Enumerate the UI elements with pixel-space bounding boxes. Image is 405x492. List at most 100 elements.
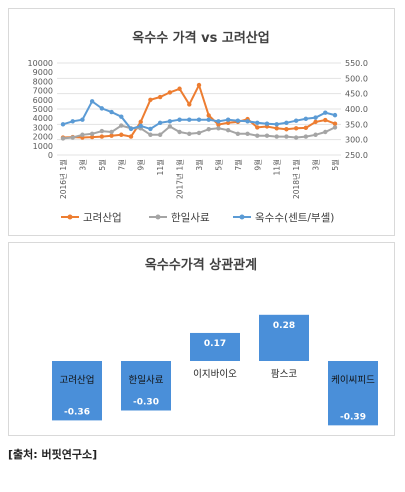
data-point	[89, 134, 95, 140]
data-point	[225, 127, 231, 133]
y-left-tick-label: 3000	[33, 123, 53, 132]
data-point	[323, 129, 328, 135]
x-tick-label: 3월	[311, 159, 321, 171]
data-point	[167, 90, 173, 95]
data-point	[293, 126, 299, 131]
data-point	[148, 97, 153, 103]
bar	[121, 361, 171, 411]
data-point	[303, 116, 309, 122]
data-point	[332, 112, 338, 118]
data-point	[119, 123, 124, 128]
data-point	[187, 102, 192, 107]
data-point	[255, 133, 260, 138]
legend-marker	[67, 214, 73, 220]
legend-label: 한일사료	[171, 211, 210, 224]
series-line	[62, 82, 336, 139]
data-point	[157, 120, 163, 126]
correlation-bar-chart: 옥수수가격 상관관계 -0.36 고려산업 -0.30 한일사료 0.17 이지바이오 0.2…	[52, 257, 378, 426]
bar-value-label: -0.36	[64, 407, 90, 417]
bar	[259, 314, 309, 361]
data-point	[70, 119, 75, 124]
y-right-tick-label: 450.0	[345, 90, 368, 99]
data-point	[157, 94, 163, 100]
data-point	[187, 117, 192, 122]
category-label: 케이씨피드	[331, 375, 375, 386]
data-point	[109, 133, 114, 138]
data-point	[255, 120, 260, 126]
data-point	[206, 113, 211, 118]
data-point	[293, 135, 299, 140]
x-tick-label: 11월	[272, 159, 282, 176]
legend-marker	[155, 214, 161, 220]
data-point	[303, 134, 309, 139]
data-point	[206, 127, 211, 132]
bar	[52, 361, 102, 421]
line-chart-panel: 옥수수 가격 vs 고려산업 0 1000 2000 3000 4000 5000 6000 7…	[8, 8, 395, 236]
data-point	[235, 131, 241, 137]
y-right-tick-label: 550.0	[345, 59, 368, 68]
x-tick-label: 9월	[252, 159, 262, 171]
data-point	[99, 134, 105, 139]
x-tick-label: 2018년 1월	[291, 159, 301, 199]
legend-marker	[239, 214, 245, 220]
category-label: 이지바이오	[193, 369, 237, 380]
x-tick-label: 2017년 1월	[175, 159, 185, 199]
bar	[190, 332, 240, 361]
data-point	[284, 120, 289, 126]
x-tick-label: 3월	[77, 159, 87, 171]
data-point	[138, 123, 143, 129]
data-point	[196, 130, 202, 136]
data-point	[89, 99, 95, 104]
data-point	[284, 127, 289, 132]
data-point	[332, 125, 338, 130]
bar-value-label: 0.17	[204, 339, 226, 349]
y-right-tick-label: 350.0	[345, 120, 368, 129]
y-right-tick-label: 500.0	[345, 74, 368, 83]
legend-label: 옥수수(센트/부셸)	[255, 212, 334, 224]
data-point	[206, 117, 211, 122]
data-point	[225, 117, 231, 122]
y-left-tick-label: 2000	[33, 133, 53, 142]
data-point	[255, 125, 260, 130]
data-point	[60, 136, 66, 141]
data-point	[235, 118, 241, 123]
y-left-tick-label: 5000	[33, 105, 53, 114]
y-right-tick-label: 300.0	[345, 136, 368, 145]
data-point	[109, 129, 114, 135]
data-point	[323, 117, 328, 123]
data-point	[177, 86, 182, 91]
data-point	[80, 117, 85, 122]
data-point	[128, 126, 134, 132]
y-right-tick-label: 400.0	[345, 105, 368, 114]
data-point	[284, 134, 289, 139]
data-point	[303, 125, 309, 131]
data-point	[264, 121, 270, 126]
x-tick-label: 2016년 1월	[58, 159, 68, 199]
data-point	[216, 119, 221, 124]
y-left-tick-label: 4000	[33, 114, 53, 123]
data-point	[332, 121, 338, 126]
data-point	[177, 117, 182, 122]
data-point	[274, 122, 279, 127]
data-point	[99, 106, 105, 111]
source-note: [출처: 버핏연구소]	[8, 448, 98, 461]
y-left-tick-label: 0	[48, 151, 53, 160]
data-point	[274, 126, 279, 131]
x-tick-label: 7월	[233, 159, 243, 171]
data-point	[216, 122, 221, 127]
correlation-chart-panel: 옥수수가격 상관관계 -0.36 고려산업 -0.30 한일사료 0.17 이지바이오 0.2…	[8, 242, 395, 436]
x-tick-label: 9월	[136, 159, 146, 171]
y-left-tick-label: 8000	[33, 77, 53, 86]
data-point	[245, 119, 250, 124]
x-tick-label: 5월	[330, 159, 340, 171]
y-left-tick-label: 1000	[33, 142, 53, 151]
legend-label: 고려산업	[83, 211, 122, 224]
data-point	[323, 110, 328, 115]
y-left-tick-label: 7000	[33, 87, 53, 96]
data-point	[157, 132, 163, 137]
data-point	[89, 131, 95, 137]
data-point	[99, 128, 105, 134]
data-point	[216, 126, 221, 131]
y-left-tick-label: 9000	[33, 68, 53, 77]
data-point	[293, 118, 299, 123]
